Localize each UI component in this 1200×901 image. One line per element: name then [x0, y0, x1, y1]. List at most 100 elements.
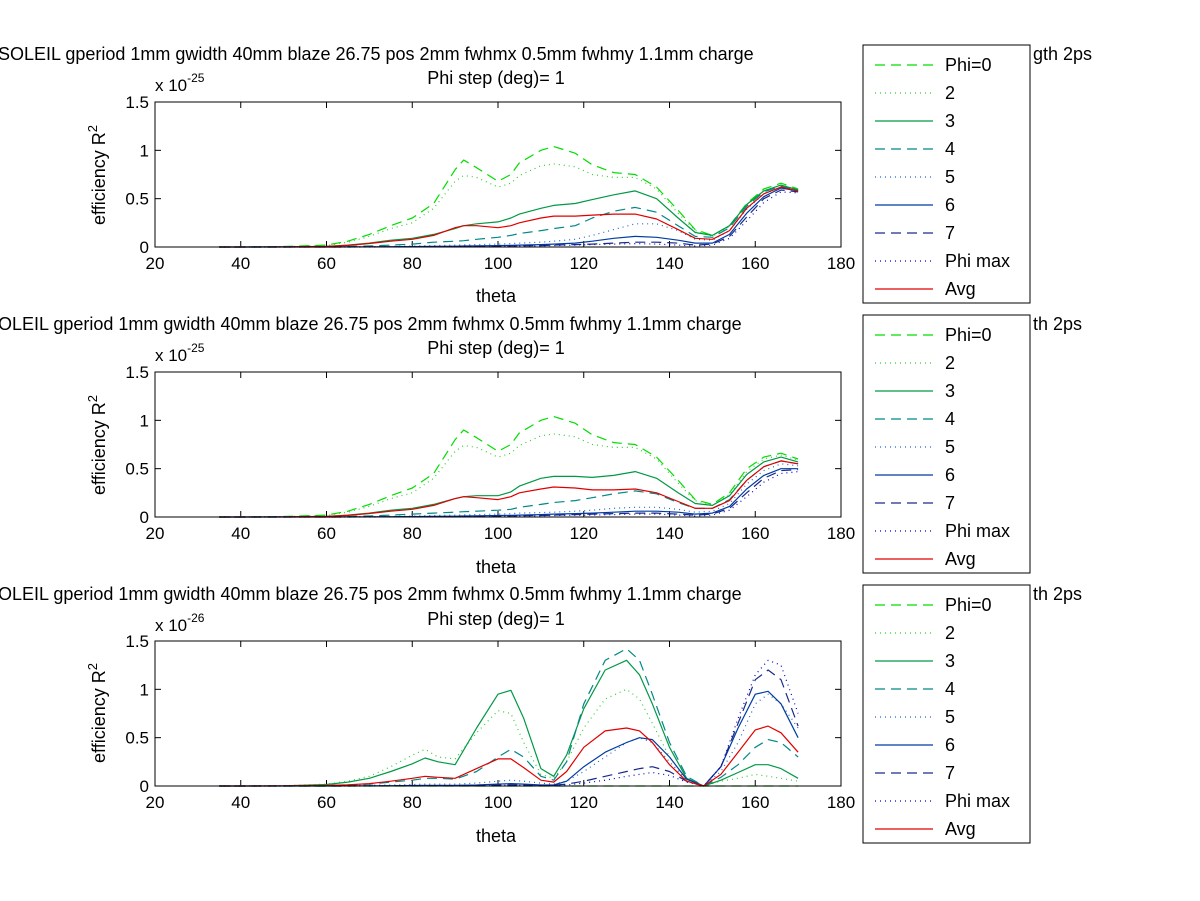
x-tick-label: 60: [317, 524, 336, 543]
y-axis-label: efficiency R2: [85, 663, 109, 763]
series-line-1: [219, 415, 799, 518]
legend-label: Phi=0: [945, 595, 992, 615]
subplot-1: SOLEIL gperiod 1mm gwidth 40mm blaze 26.…: [0, 44, 1092, 306]
legend-label: Avg: [945, 549, 976, 569]
x-tick-label: 160: [741, 524, 769, 543]
x-tick-label: 40: [231, 793, 250, 812]
legend-box: [862, 314, 1031, 574]
x-tick-label: 80: [403, 254, 422, 273]
plot-subtitle: Phi step (deg)= 1: [427, 68, 565, 88]
x-tick-label: 120: [570, 524, 598, 543]
y-exponent: x 10-25: [155, 71, 205, 95]
y-tick-label: 0.5: [125, 190, 149, 209]
y-tick-label: 0: [140, 777, 149, 796]
x-tick-label: 180: [827, 254, 855, 273]
legend-label: 4: [945, 409, 955, 429]
y-tick-label: 1.5: [125, 93, 149, 112]
legend-label: 3: [945, 381, 955, 401]
y-tick-label: 1.5: [125, 632, 149, 651]
x-tick-label: 140: [655, 524, 683, 543]
legend-label: 6: [945, 735, 955, 755]
x-tick-label: 20: [146, 793, 165, 812]
y-tick-label: 1: [140, 680, 149, 699]
legend-box: [862, 584, 1031, 844]
plot-title-right: th 2ps: [1033, 584, 1082, 604]
x-tick-label: 100: [484, 524, 512, 543]
series-line-4: [219, 185, 799, 248]
y-tick-label: 0: [140, 508, 149, 527]
legend-label: Phi max: [945, 521, 1010, 541]
legend-label: 3: [945, 651, 955, 671]
x-tick-label: 160: [741, 793, 769, 812]
x-tick-label: 120: [570, 254, 598, 273]
x-tick-label: 60: [317, 793, 336, 812]
legend-3: Phi=0 2 3 4 5 6 7 Phi max Avg: [862, 584, 1031, 844]
x-tick-label: 100: [484, 793, 512, 812]
x-axis-label: theta: [476, 286, 517, 306]
legend-box: [862, 44, 1031, 304]
x-tick-label: 180: [827, 524, 855, 543]
legend-label: Phi=0: [945, 325, 992, 345]
legend-label: Avg: [945, 819, 976, 839]
legend-label: Phi max: [945, 791, 1010, 811]
plot-title-right: gth 2ps: [1033, 44, 1092, 64]
y-tick-label: 0: [140, 238, 149, 257]
series-line-9: [219, 186, 799, 248]
plot-subtitle: Phi step (deg)= 1: [427, 338, 565, 358]
legend-label: 2: [945, 353, 955, 373]
plot-title: SOLEIL gperiod 1mm gwidth 40mm blaze 26.…: [0, 44, 754, 64]
subplot-2: OLEIL gperiod 1mm gwidth 40mm blaze 26.7…: [0, 314, 1082, 577]
y-tick-label: 1.5: [125, 363, 149, 382]
x-tick-label: 80: [403, 524, 422, 543]
legend-label: 5: [945, 167, 955, 187]
x-axis-label: theta: [476, 557, 517, 577]
plot-title: OLEIL gperiod 1mm gwidth 40mm blaze 26.7…: [0, 314, 742, 334]
x-tick-label: 140: [655, 254, 683, 273]
x-axis-label: theta: [476, 826, 517, 846]
legend-label: Avg: [945, 279, 976, 299]
plot-title-right: th 2ps: [1033, 314, 1082, 334]
subplot-3: OLEIL gperiod 1mm gwidth 40mm blaze 26.7…: [0, 584, 1082, 846]
series-line-3: [219, 659, 799, 787]
y-exponent: x 10-26: [155, 611, 205, 635]
series-line-2: [219, 163, 799, 248]
x-tick-label: 80: [403, 793, 422, 812]
x-tick-label: 160: [741, 254, 769, 273]
x-tick-label: 100: [484, 254, 512, 273]
y-tick-label: 1: [140, 411, 149, 430]
legend-label: 2: [945, 623, 955, 643]
y-tick-label: 0.5: [125, 729, 149, 748]
legend-label: 6: [945, 195, 955, 215]
legend-2: Phi=0 2 3 4 5 6 7 Phi max Avg: [862, 314, 1031, 574]
y-tick-label: 1: [140, 141, 149, 160]
x-tick-label: 140: [655, 793, 683, 812]
x-tick-label: 40: [231, 524, 250, 543]
plot-title: OLEIL gperiod 1mm gwidth 40mm blaze 26.7…: [0, 584, 742, 604]
legend-label: 7: [945, 493, 955, 513]
x-tick-label: 120: [570, 793, 598, 812]
axes-frame: [154, 640, 842, 787]
series-line-9: [219, 460, 799, 518]
legend-label: 5: [945, 437, 955, 457]
y-tick-label: 0.5: [125, 460, 149, 479]
y-axis-label: efficiency R2: [85, 395, 109, 495]
axes-frame: [154, 371, 842, 518]
x-tick-label: 60: [317, 254, 336, 273]
series-line-1: [219, 145, 799, 248]
legend-label: 7: [945, 223, 955, 243]
series-line-8: [219, 191, 799, 248]
legend-label: 4: [945, 139, 955, 159]
legend-label: Phi=0: [945, 55, 992, 75]
series-line-5: [219, 463, 799, 518]
legend-label: 3: [945, 111, 955, 131]
x-tick-label: 20: [146, 254, 165, 273]
x-tick-label: 40: [231, 254, 250, 273]
legend-1: Phi=0 2 3 4 5 6 7 Phi max Avg: [862, 44, 1031, 304]
series-line-8: [219, 471, 799, 518]
legend-label: 6: [945, 465, 955, 485]
series-line-9: [219, 725, 799, 787]
series-line-2: [219, 688, 799, 787]
plot-subtitle: Phi step (deg)= 1: [427, 609, 565, 629]
x-tick-label: 180: [827, 793, 855, 812]
